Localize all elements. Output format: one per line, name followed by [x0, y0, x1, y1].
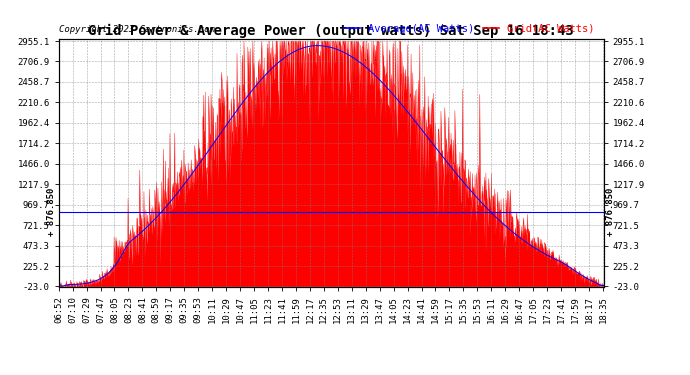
Legend: Average(AC Watts), Grid(AC Watts): Average(AC Watts), Grid(AC Watts): [340, 20, 598, 38]
Text: + 876.850: + 876.850: [607, 188, 615, 237]
Text: + 876.850: + 876.850: [47, 188, 56, 237]
Text: Copyright 2023 Cartronics.com: Copyright 2023 Cartronics.com: [59, 26, 215, 34]
Title: Grid Power & Average Power (output watts) Sat Sep 16 18:43: Grid Power & Average Power (output watts…: [88, 24, 574, 38]
